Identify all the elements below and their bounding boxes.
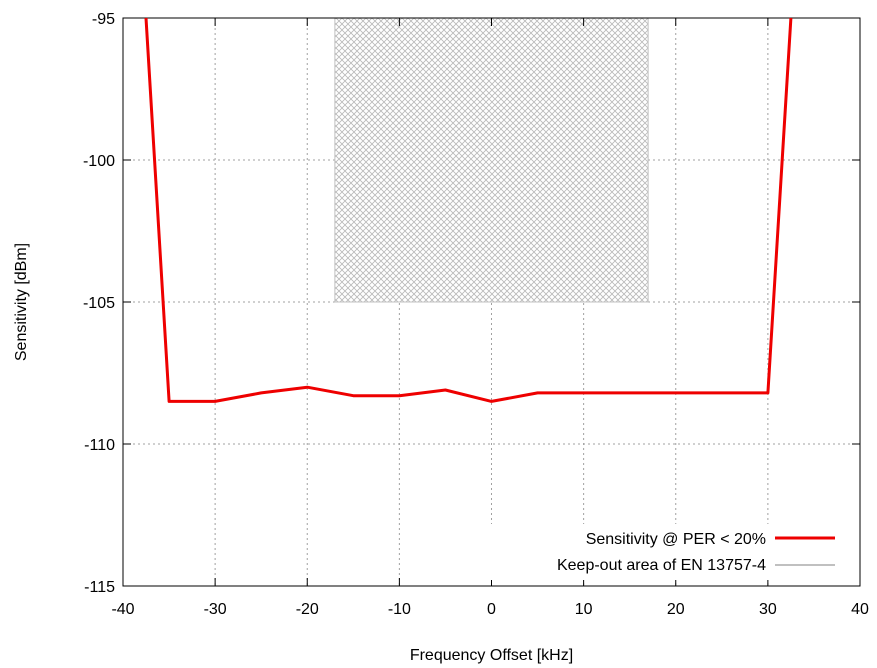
legend: Sensitivity @ PER < 20% Keep-out area of… (557, 531, 835, 574)
x-tick-label: 40 (851, 601, 869, 618)
series-line-sensitivity (144, 17, 793, 403)
y-tick-label: -105 (83, 295, 115, 312)
y-axis-label: Sensitivity [dBm] (13, 243, 30, 361)
x-tick-label: 10 (575, 601, 593, 618)
x-tick-labels: -40 -30 -20 -10 0 10 20 30 40 (111, 601, 869, 618)
series-layer (144, 17, 793, 403)
legend-background (452, 524, 856, 580)
x-axis-label: Frequency Offset [kHz] (410, 647, 573, 664)
x-tick-label: 30 (759, 601, 777, 618)
x-tick-label: -30 (204, 601, 227, 618)
x-tick-label: 20 (667, 601, 685, 618)
x-tick-label: -40 (111, 601, 134, 618)
tick-marks (122, 17, 861, 587)
keep-out-area (334, 17, 649, 303)
y-tick-label: -110 (84, 437, 115, 454)
legend-label-sensitivity: Sensitivity @ PER < 20% (586, 531, 766, 548)
y-tick-label: -115 (84, 579, 115, 596)
y-tick-label: -100 (83, 153, 115, 170)
x-tick-label: -10 (388, 601, 411, 618)
y-tick-label: -95 (92, 11, 115, 28)
keep-out-region (334, 17, 649, 303)
legend-label-keep-out: Keep-out area of EN 13757-4 (557, 557, 766, 574)
y-tick-labels: -115 -110 -105 -100 -95 (83, 11, 115, 596)
x-tick-label: 0 (487, 601, 496, 618)
x-tick-label: -20 (296, 601, 319, 618)
